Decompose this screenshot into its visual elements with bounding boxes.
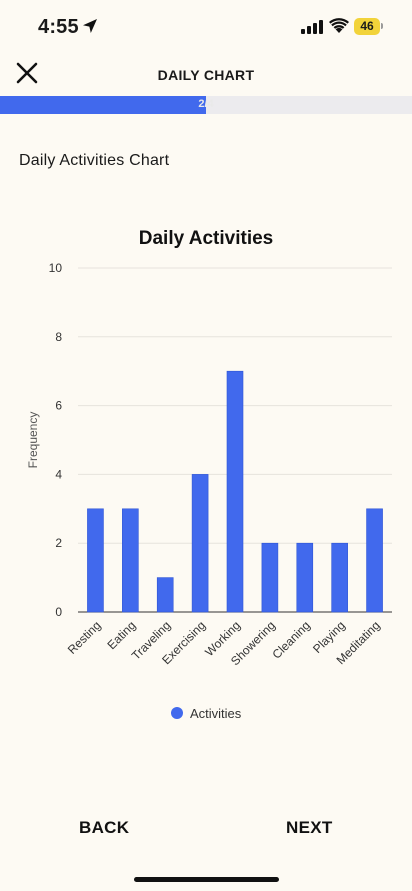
next-button[interactable]: NEXT xyxy=(286,818,333,837)
y-tick-label: 10 xyxy=(49,261,63,275)
y-tick-label: 2 xyxy=(55,536,62,550)
location-arrow-icon xyxy=(83,19,97,33)
bar-eating xyxy=(122,508,139,613)
bar-resting xyxy=(87,508,104,613)
bar-cleaning xyxy=(296,542,314,613)
legend-marker xyxy=(171,707,183,719)
wifi-icon xyxy=(329,18,349,33)
y-tick-label: 8 xyxy=(55,330,62,344)
bar-exercising xyxy=(191,474,209,613)
progress-bar: 2/4 xyxy=(0,96,412,114)
close-icon[interactable] xyxy=(14,60,40,86)
bar-working xyxy=(226,370,244,613)
progress-fill xyxy=(0,96,206,114)
page-title: DAILY CHART xyxy=(157,67,255,83)
status-time: 4:55 xyxy=(38,16,79,38)
chart-x-ticks: Resting EatingTravelingExercisingWorkingS… xyxy=(65,618,383,668)
chart-y-axis-label: Frequency xyxy=(26,412,40,469)
progress-label: 2/4 xyxy=(198,98,214,110)
legend-label: Activities xyxy=(190,706,242,721)
bar-chart: Daily Activities Frequency 0 2 4 6 8 10 Resti… xyxy=(26,228,392,721)
y-tick-label: 4 xyxy=(55,467,62,481)
home-indicator xyxy=(134,877,279,882)
x-tick-label: Cleaning xyxy=(270,618,313,661)
bar-playing xyxy=(331,542,348,613)
back-button[interactable]: BACK xyxy=(79,818,130,837)
bar-traveling xyxy=(156,577,174,613)
chart-legend: Activities xyxy=(171,706,242,721)
y-tick-label: 6 xyxy=(55,399,62,413)
chart-title: Daily Activities xyxy=(139,228,273,249)
battery-tip xyxy=(381,23,383,29)
x-tick-label: Resting xyxy=(65,618,104,657)
section-title: Daily Activities Chart xyxy=(19,152,170,169)
bar-meditating xyxy=(366,508,383,613)
bar-showering xyxy=(261,542,279,613)
cellular-signal-icon xyxy=(301,20,323,34)
battery-indicator: 46 xyxy=(354,18,380,35)
chart-y-ticks: 0 2 4 6 8 10 xyxy=(49,261,63,619)
status-bar: 4:55 46 xyxy=(0,0,412,54)
chart-bars xyxy=(87,370,383,613)
header: DAILY CHART xyxy=(0,54,412,94)
y-tick-label: 0 xyxy=(55,605,62,619)
